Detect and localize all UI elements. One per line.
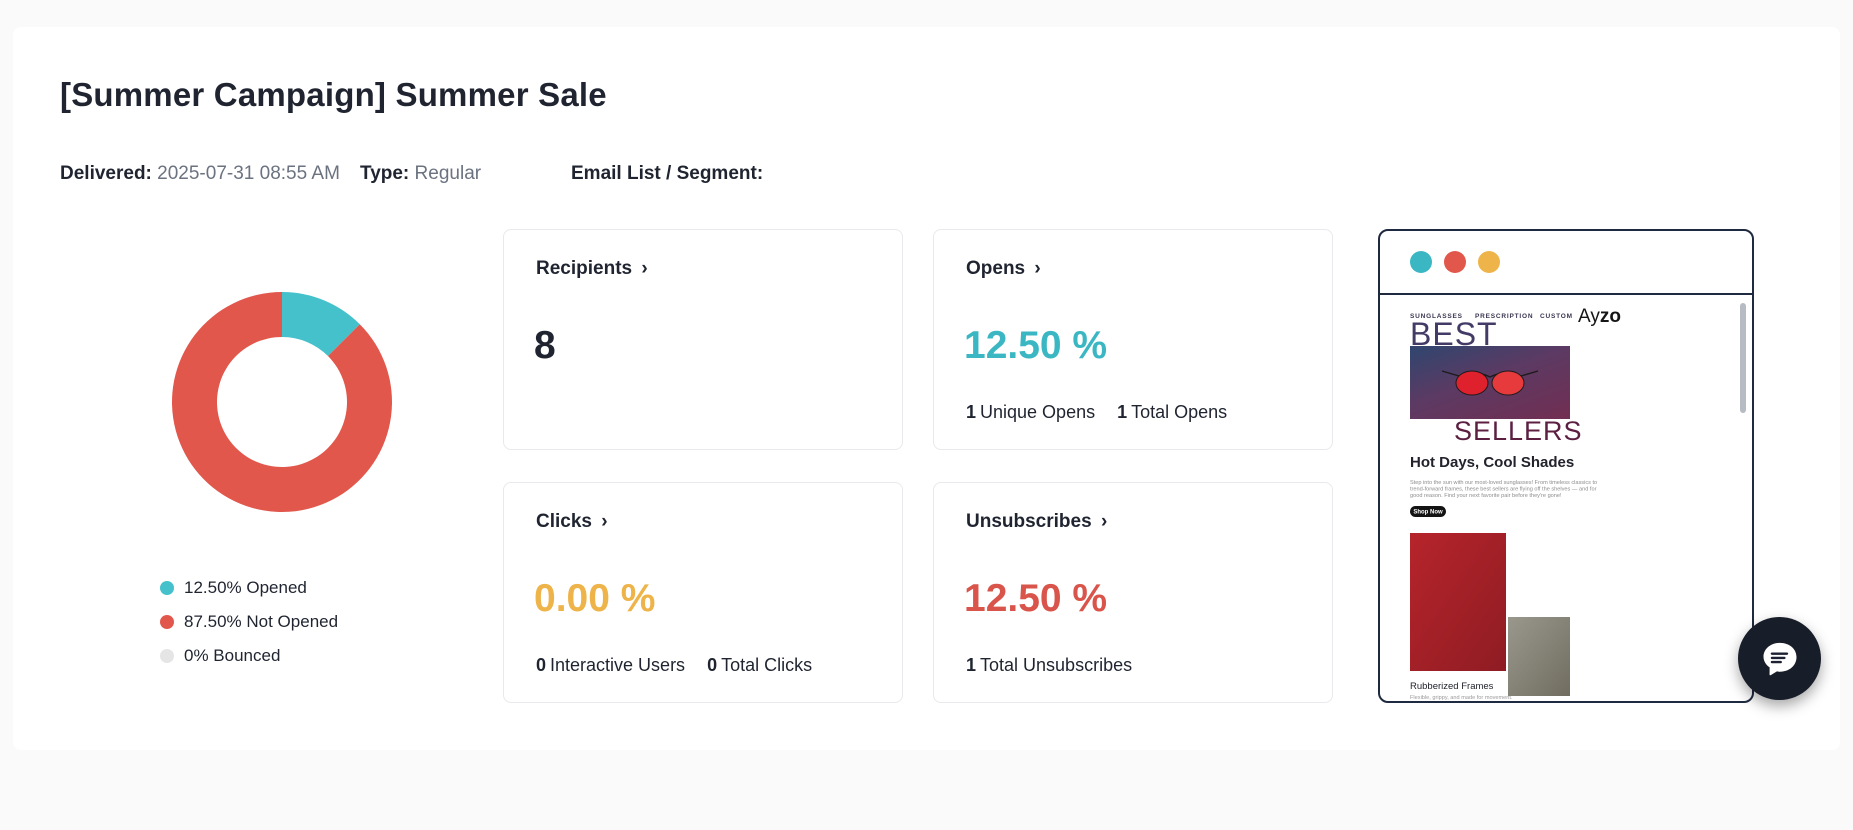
svg-text:CUSTOM: CUSTOM <box>1540 313 1573 320</box>
svg-text:Step into the sun with our mos: Step into the sun with our most-loved su… <box>1410 480 1597 486</box>
svg-text:Ayzo: Ayzo <box>1578 306 1621 327</box>
svg-text:Hot Days, Cool Shades: Hot Days, Cool Shades <box>1410 454 1574 471</box>
svg-text:trend-forward frames, these be: trend-forward frames, these best sellers… <box>1410 487 1597 493</box>
svg-text:Rubberized Frames: Rubberized Frames <box>1410 681 1494 692</box>
svg-text:good reason. Find your next fa: good reason. Find your next favorite pai… <box>1410 493 1562 499</box>
svg-text:Flexible, grippy, and made for: Flexible, grippy, and made for movement. <box>1410 695 1513 701</box>
svg-text:Shop Now: Shop Now <box>1413 510 1443 516</box>
svg-text:SELLERS: SELLERS <box>1454 416 1583 446</box>
